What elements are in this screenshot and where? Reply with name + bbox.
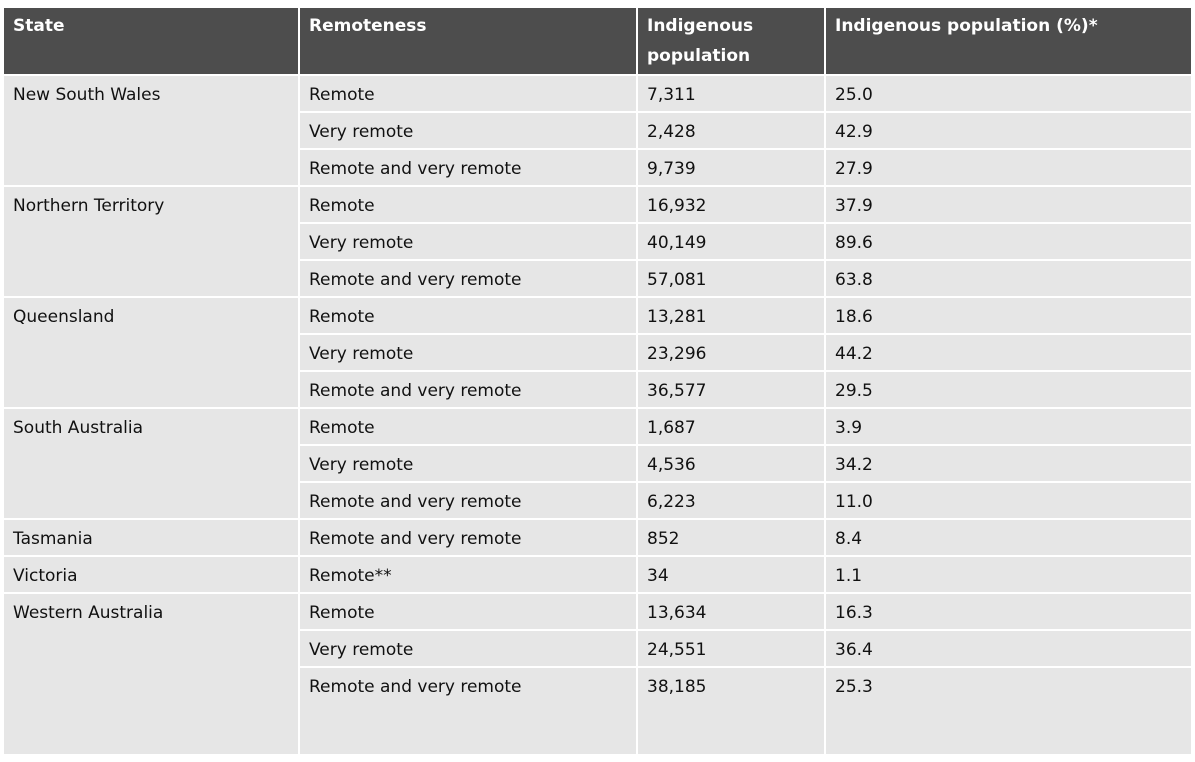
percent-cell: 27.9	[826, 150, 1191, 185]
percent-cell: 8.4	[826, 520, 1191, 555]
remoteness-cell: Remote	[300, 409, 636, 444]
population-cell: 38,185	[638, 668, 824, 754]
table-row: Very remote 2,428 42.9	[4, 113, 1191, 148]
population-cell: 23,296	[638, 335, 824, 370]
state-cell: South Australia	[4, 409, 298, 518]
percent-cell: 42.9	[826, 113, 1191, 148]
state-cell: Northern Territory	[4, 187, 298, 296]
population-cell: 13,634	[638, 594, 824, 629]
data-table: State Remoteness Indigenous population I…	[2, 6, 1193, 756]
state-cell: New South Wales	[4, 76, 298, 185]
population-cell: 24,551	[638, 631, 824, 666]
percent-cell: 25.0	[826, 76, 1191, 111]
header-cell: Remoteness	[300, 8, 636, 74]
table-row: Victoria Remote** 34 1.1	[4, 557, 1191, 592]
remoteness-cell: Remote**	[300, 557, 636, 592]
table-row: Tasmania Remote and very remote 852 8.4	[4, 520, 1191, 555]
table-row: Remote and very remote 9,739 27.9	[4, 150, 1191, 185]
table-row: Northern Territory Remote 16,932 37.9	[4, 187, 1191, 296]
remoteness-cell: Remote and very remote	[300, 150, 636, 185]
percent-cell: 25.3	[826, 668, 1191, 754]
table-row: Remote and very remote 6,223 11.0	[4, 483, 1191, 518]
table-body: New South Wales Remote 7,311 25.0 Very remot…	[4, 76, 1191, 754]
percent-cell: 16.3	[826, 594, 1191, 629]
state-cell: Tasmania	[4, 520, 298, 555]
population-cell: 57,081	[638, 261, 824, 296]
percent-cell: 37.9	[826, 187, 1191, 222]
percent-cell: 1.1	[826, 557, 1191, 592]
remoteness-cell: Remote and very remote	[300, 520, 636, 555]
remoteness-cell: Remote	[300, 187, 636, 222]
remoteness-cell: Remote and very remote	[300, 668, 636, 754]
table-row: Remote and very remote 57,081 63.8	[4, 261, 1191, 296]
population-cell: 40,149	[638, 224, 824, 259]
population-cell: 1,687	[638, 409, 824, 444]
table-row: Remote and very remote 38,185 25.3	[4, 668, 1191, 754]
table-row: Queensland Remote 13,281 18.6	[4, 298, 1191, 407]
percent-cell: 36.4	[826, 631, 1191, 666]
remoteness-cell: Very remote	[300, 224, 636, 259]
remoteness-cell: Remote	[300, 594, 636, 629]
population-cell: 36,577	[638, 372, 824, 407]
table-row: Very remote 4,536 34.2	[4, 446, 1191, 481]
table-header: State Remoteness Indigenous population I…	[4, 8, 1191, 74]
table-row: Western Australia Remote 13,634 16.3	[4, 594, 1191, 754]
state-cell: Queensland	[4, 298, 298, 407]
remoteness-cell: Remote	[300, 76, 636, 111]
percent-cell: 11.0	[826, 483, 1191, 518]
remoteness-cell: Remote and very remote	[300, 372, 636, 407]
remoteness-cell: Remote and very remote	[300, 483, 636, 518]
percent-cell: 3.9	[826, 409, 1191, 444]
percent-cell: 63.8	[826, 261, 1191, 296]
population-cell: 13,281	[638, 298, 824, 333]
table-row: Very remote 24,551 36.4	[4, 631, 1191, 666]
percent-cell: 89.6	[826, 224, 1191, 259]
percent-cell: 34.2	[826, 446, 1191, 481]
remoteness-cell: Very remote	[300, 631, 636, 666]
population-cell: 7,311	[638, 76, 824, 111]
population-cell: 34	[638, 557, 824, 592]
header-cell: State	[4, 8, 298, 74]
table-row: South Australia Remote 1,687 3.9	[4, 409, 1191, 518]
table-row: Remote and very remote 36,577 29.5	[4, 372, 1191, 407]
remoteness-cell: Very remote	[300, 446, 636, 481]
population-cell: 6,223	[638, 483, 824, 518]
state-cell: Western Australia	[4, 594, 298, 754]
header-row: State Remoteness Indigenous population I…	[4, 8, 1191, 74]
table-row: New South Wales Remote 7,311 25.0	[4, 76, 1191, 185]
percent-cell: 44.2	[826, 335, 1191, 370]
remoteness-cell: Very remote	[300, 113, 636, 148]
header-cell: Indigenous population	[638, 8, 824, 74]
remoteness-cell: Remote and very remote	[300, 261, 636, 296]
header-cell: Indigenous population (%)*	[826, 8, 1191, 74]
population-cell: 852	[638, 520, 824, 555]
population-cell: 16,932	[638, 187, 824, 222]
state-cell: Victoria	[4, 557, 298, 592]
table-row: Very remote 23,296 44.2	[4, 335, 1191, 370]
population-cell: 2,428	[638, 113, 824, 148]
remoteness-cell: Very remote	[300, 335, 636, 370]
table-row: Very remote 40,149 89.6	[4, 224, 1191, 259]
percent-cell: 29.5	[826, 372, 1191, 407]
population-cell: 4,536	[638, 446, 824, 481]
percent-cell: 18.6	[826, 298, 1191, 333]
population-cell: 9,739	[638, 150, 824, 185]
remoteness-cell: Remote	[300, 298, 636, 333]
